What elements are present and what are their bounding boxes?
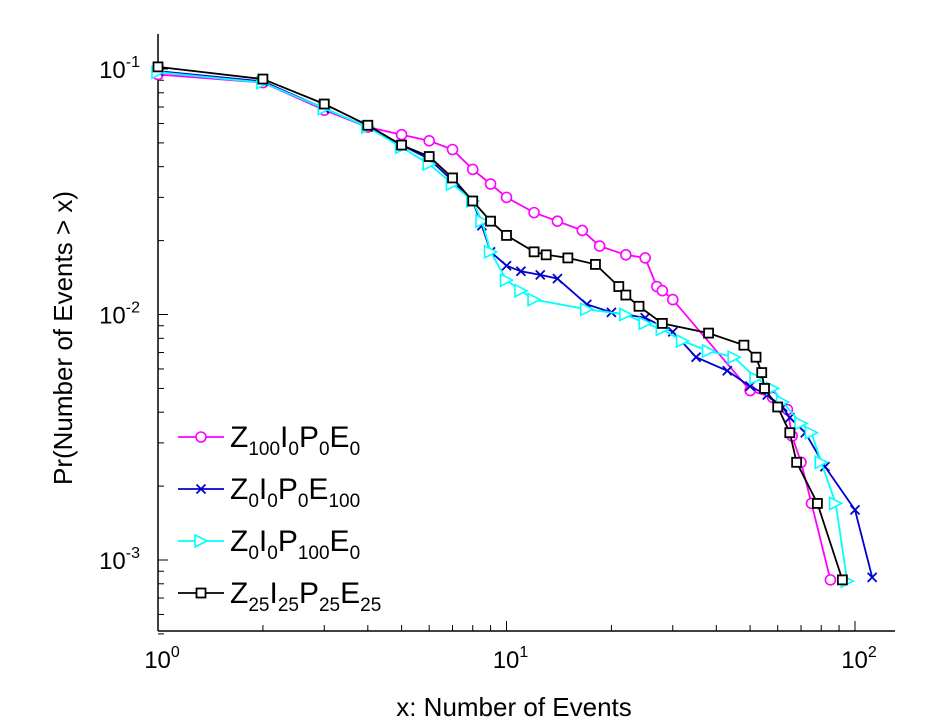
data-point: [484, 178, 497, 190]
data-point: [514, 283, 529, 299]
data-point: [749, 370, 764, 386]
series-line: [157, 70, 874, 578]
legend-entry: Z0I0P0E100: [178, 473, 360, 512]
series-line: [157, 71, 849, 582]
legend-marker: [195, 431, 207, 443]
legend-label: Z0I0P0E100: [230, 473, 360, 512]
x-tick-label: 102: [841, 644, 877, 674]
data-point: [638, 316, 653, 331]
data-point: [483, 244, 499, 260]
data-point: [656, 284, 669, 297]
data-point: [515, 266, 527, 277]
series-line: [157, 66, 844, 581]
data-point: [814, 455, 830, 470]
data-point: [620, 289, 632, 301]
data-point: [485, 215, 496, 227]
data-point: [593, 240, 606, 252]
data-point: [551, 215, 564, 227]
x-tick-label: 101: [493, 644, 529, 674]
series-layer: [151, 61, 878, 589]
data-point: [619, 307, 634, 322]
data-point: [756, 367, 768, 378]
data-point: [475, 213, 490, 229]
legend-label: Z100I0P0E0: [230, 421, 360, 460]
legend-marker: [194, 533, 209, 549]
data-point: [552, 273, 563, 284]
y-tick-label: 10-2: [99, 300, 140, 330]
data-point: [562, 252, 574, 264]
y-axis-label: Pr(Number of Events > x): [48, 191, 78, 485]
x-axis-label: x: Number of Events: [396, 692, 632, 722]
data-point: [423, 134, 435, 147]
data-point: [362, 119, 374, 131]
data-point: [759, 383, 770, 394]
data-point: [576, 224, 589, 237]
legend-label: Z25I25P25E25: [230, 577, 381, 616]
legend-marker: [195, 587, 207, 599]
data-point: [811, 498, 823, 509]
x-minor-ticks: [157, 621, 856, 631]
data-point: [791, 456, 803, 468]
data-point: [804, 425, 820, 440]
legend-entry: Z0I0P100E0: [178, 525, 360, 564]
data-point: [656, 317, 668, 329]
data-point: [467, 195, 479, 207]
data-point: [849, 504, 861, 516]
data-point: [540, 249, 552, 261]
data-point: [666, 293, 679, 306]
data-point: [703, 327, 714, 339]
legend-entry: Z25I25P25E25: [178, 577, 381, 616]
data-point: [701, 343, 717, 359]
data-point: [499, 272, 515, 288]
data-point: [500, 191, 513, 204]
legend: Z100I0P0E0 Z0I0P0E100 Z0I0P100E0 Z25I25P25E…: [178, 421, 381, 616]
data-point: [639, 252, 651, 264]
data-point: [824, 574, 837, 586]
data-point: [722, 365, 733, 376]
data-point: [423, 151, 435, 162]
data-point: [867, 572, 878, 583]
series-4: [152, 61, 848, 586]
data-point: [466, 163, 479, 176]
data-point: [772, 401, 784, 413]
data-point: [590, 258, 601, 270]
data-point: [613, 281, 625, 292]
y-tick-label: 10-3: [99, 545, 140, 575]
data-point: [446, 143, 459, 156]
data-point: [257, 73, 269, 85]
data-point: [633, 300, 645, 312]
y-minor-ticks: [158, 68, 168, 635]
data-point: [501, 260, 512, 271]
data-point: [675, 333, 691, 349]
data-point: [828, 496, 844, 511]
data-point: [528, 206, 540, 219]
legend-entry: Z100I0P0E0: [178, 421, 360, 460]
data-point: [527, 292, 542, 307]
data-point: [535, 269, 546, 281]
data-point: [620, 249, 632, 261]
x-tick-label: 100: [144, 644, 180, 674]
data-point: [738, 339, 750, 351]
data-point: [152, 61, 164, 73]
legend-label: Z0I0P100E0: [230, 525, 360, 564]
data-point: [690, 352, 702, 363]
data-point: [580, 302, 595, 317]
data-point: [396, 139, 407, 151]
y-tick-label: 10-1: [99, 54, 140, 84]
axes-frame: [157, 34, 895, 632]
y-tick-labels: 10-3 10-2 10-1: [99, 54, 140, 575]
legend-marker: [195, 483, 207, 495]
data-point: [395, 128, 408, 141]
data-point: [784, 427, 796, 439]
data-point: [447, 172, 458, 184]
data-point: [727, 349, 742, 365]
data-point: [501, 229, 512, 241]
data-point: [836, 574, 848, 586]
data-point: [528, 246, 540, 258]
x-tick-labels: 100 101 102: [144, 644, 877, 674]
data-point: [318, 98, 330, 110]
data-point: [750, 351, 762, 363]
data-point: [794, 416, 809, 431]
